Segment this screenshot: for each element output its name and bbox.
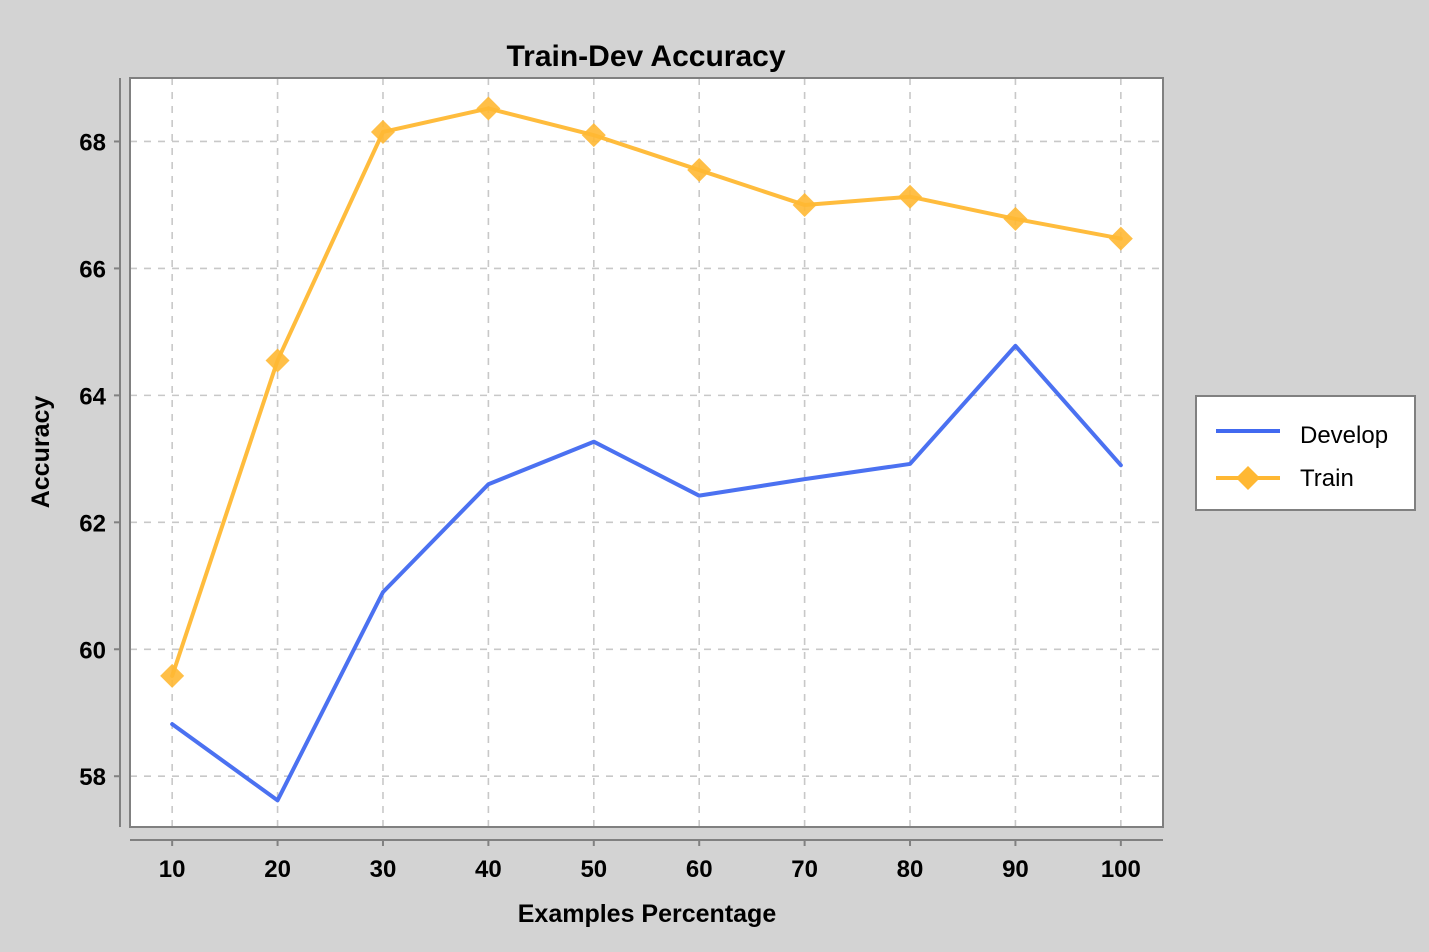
point-train-50 xyxy=(581,123,606,148)
legend-box xyxy=(1195,395,1416,511)
point-train-30 xyxy=(370,119,395,144)
grid xyxy=(130,78,1163,827)
series xyxy=(160,96,1133,803)
legend-label-train: Train xyxy=(1300,465,1354,492)
point-train-70 xyxy=(792,192,817,217)
x-tick-label-50: 50 xyxy=(580,856,607,883)
x-tick-label-80: 80 xyxy=(897,856,924,883)
legend: Develop Train xyxy=(1195,395,1416,511)
y-tick-label-58: 58 xyxy=(79,764,106,791)
x-tick-label-60: 60 xyxy=(686,856,713,883)
x-tick-label-90: 90 xyxy=(1002,856,1029,883)
x-tick-label-70: 70 xyxy=(791,856,818,883)
chart-title: Train-Dev Accuracy xyxy=(506,40,785,73)
plot-background xyxy=(130,78,1163,827)
x-tick-label-40: 40 xyxy=(475,856,502,883)
point-train-20 xyxy=(265,348,290,373)
y-tick-label-64: 64 xyxy=(79,383,106,410)
x-axis-ticks: 10 20 30 40 50 60 70 80 90 100 xyxy=(159,840,1141,883)
point-train-90 xyxy=(1003,206,1028,231)
y-tick-label-60: 60 xyxy=(79,637,106,664)
point-train-80 xyxy=(898,184,923,209)
x-tick-label-30: 30 xyxy=(370,856,397,883)
plot-border xyxy=(129,77,1164,828)
y-tick-label-62: 62 xyxy=(79,510,106,537)
y-axis-ticks: 58 60 62 64 66 68 xyxy=(79,129,120,791)
x-tick-label-10: 10 xyxy=(159,856,186,883)
point-train-100 xyxy=(1108,226,1133,251)
y-tick-label-68: 68 xyxy=(79,129,106,156)
legend-marker-train-diamond xyxy=(1236,466,1260,490)
x-tick-label-100: 100 xyxy=(1101,856,1141,883)
point-train-10 xyxy=(160,663,185,688)
y-axis-title: Accuracy xyxy=(27,396,55,509)
series-line-develop xyxy=(170,343,1123,803)
point-train-60 xyxy=(687,158,712,183)
x-axis-title: Examples Percentage xyxy=(518,900,777,928)
point-train-40 xyxy=(476,96,501,121)
legend-label-develop: Develop xyxy=(1300,422,1388,449)
series-line-train xyxy=(170,106,1123,678)
y-tick-label-66: 66 xyxy=(79,256,106,283)
x-tick-label-20: 20 xyxy=(264,856,291,883)
